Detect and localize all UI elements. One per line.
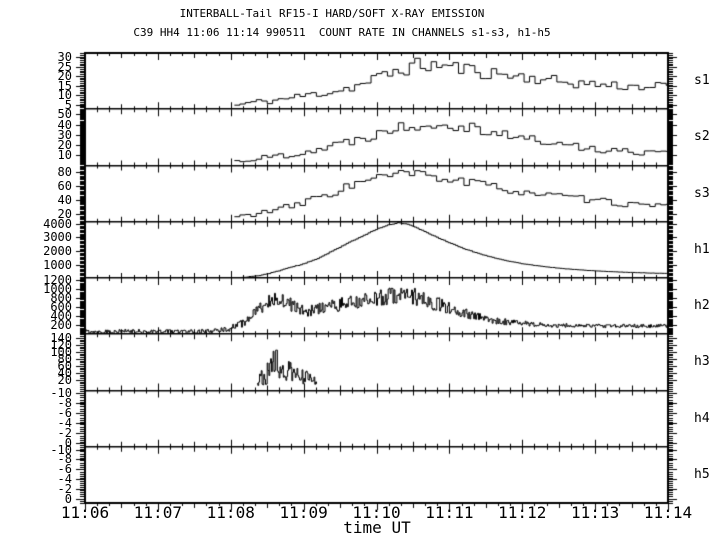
y-tick-label-h4: 0 <box>64 435 72 450</box>
y-tick-label-h2: 600 <box>50 300 72 315</box>
panel-label-s2: s2 <box>694 129 710 145</box>
panel-label-s3: s3 <box>694 185 710 201</box>
y-tick-label-s3: 20 <box>57 206 72 221</box>
x-axis-title: time UT <box>343 518 411 537</box>
y-tick-label-h5: -6 <box>57 462 72 477</box>
y-tick-label-s3: 60 <box>57 178 72 193</box>
y-tick-label-h3: 20 <box>57 372 72 387</box>
y-tick-label-h4: -10 <box>50 386 72 401</box>
panel-label-h1: h1 <box>694 241 710 257</box>
y-tick-label-s2: 40 <box>57 117 72 132</box>
y-tick-label-s1: 25 <box>57 59 72 74</box>
y-tick-label-s2: 30 <box>57 127 72 142</box>
x-tick-label: 11:06 <box>60 503 110 522</box>
x-tick-label: 11:07 <box>133 503 182 522</box>
y-tick-label-h4: -8 <box>57 396 72 411</box>
y-tick-label-s2: 50 <box>57 107 72 122</box>
panel-label-h2: h2 <box>694 298 710 314</box>
y-tick-label-h5: -10 <box>50 442 72 457</box>
x-tick-label: 11:13 <box>571 503 620 522</box>
y-tick-label-h2: 400 <box>50 309 72 324</box>
y-tick-label-h1: 1000 <box>43 257 72 272</box>
plot-subtitle: C39 HH4 11:06 11:14 990511 COUNT RATE IN… <box>133 26 551 39</box>
y-tick-label-h5: -8 <box>57 452 72 467</box>
plot-title: INTERBALL-Tail RF15-I HARD/SOFT X-RAY EM… <box>179 7 485 20</box>
y-tick-label-h3: 60 <box>57 358 72 373</box>
panel-label-h5: h5 <box>694 466 710 482</box>
y-tick-label-h3: 80 <box>57 351 72 366</box>
panel-label-s1: s1 <box>694 73 710 89</box>
y-tick-label-h2: 1200 <box>43 273 72 288</box>
y-tick-label-h4: -2 <box>57 425 72 440</box>
y-tick-label-h3: 120 <box>50 337 72 352</box>
y-tick-label-h1: 3000 <box>43 230 72 245</box>
y-tick-label-s1: 20 <box>57 69 72 84</box>
y-tick-label-s1: 30 <box>57 49 72 64</box>
y-tick-label-s1: 15 <box>57 78 72 93</box>
y-tick-label-h2: 1000 <box>43 282 72 297</box>
y-tick-label-h2: 800 <box>50 291 72 306</box>
panel-label-h4: h4 <box>694 410 710 426</box>
y-tick-label-h3: 40 <box>57 365 72 380</box>
x-tick-label: 11:10 <box>352 503 401 522</box>
y-tick-label-s1: 5 <box>64 97 72 112</box>
x-tick-label: 11:11 <box>425 503 474 522</box>
x-tick-label: 11:08 <box>206 503 255 522</box>
y-tick-label-h3: 100 <box>50 344 72 359</box>
x-tick-label: 11:12 <box>498 503 547 522</box>
y-tick-label-h1: 2000 <box>43 243 72 258</box>
y-tick-label-s3: 40 <box>57 192 72 207</box>
y-tick-label-h1: 4000 <box>43 216 72 231</box>
y-tick-label-s3: 80 <box>57 164 72 179</box>
y-tick-label-h4: -6 <box>57 406 72 420</box>
y-tick-label-h3: 140 <box>50 330 72 345</box>
y-tick-label-h5: -2 <box>57 481 72 496</box>
panel-label-h3: h3 <box>694 354 710 370</box>
x-tick-label: 11:09 <box>279 503 328 522</box>
x-tick-label: 11:14 <box>643 503 693 522</box>
y-tick-label-s2: 20 <box>57 138 72 153</box>
y-tick-label-h2: 200 <box>50 318 72 333</box>
y-tick-label-h4: -4 <box>57 415 72 430</box>
y-tick-label-h5: 0 <box>64 491 72 506</box>
y-tick-label-h5: -4 <box>57 472 72 487</box>
y-tick-label-s1: 10 <box>57 88 72 103</box>
y-tick-label-s2: 10 <box>57 148 72 163</box>
